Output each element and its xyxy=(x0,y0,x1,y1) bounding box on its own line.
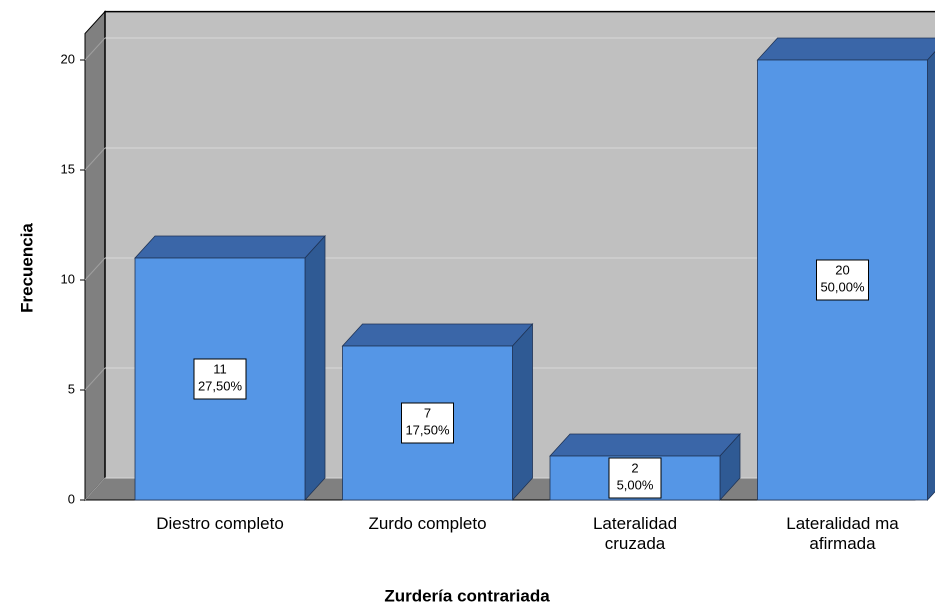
bar-side xyxy=(512,322,533,502)
y-axis-title: Frecuencia xyxy=(17,223,36,313)
label-box xyxy=(816,259,869,301)
bar-top xyxy=(134,235,326,259)
percent-label: 17,50% xyxy=(405,422,450,437)
bar-side xyxy=(927,51,935,502)
label-box xyxy=(608,457,662,499)
grid-line-side xyxy=(84,367,106,391)
x-tick-label: Lateralidad ma afirmada xyxy=(786,514,899,553)
grid-line-side xyxy=(84,147,106,171)
percent-label: 50,00% xyxy=(820,279,865,294)
grid-line-side xyxy=(84,257,106,281)
wall-edge xyxy=(104,10,935,478)
y-tick-label: 15 xyxy=(61,161,75,176)
grid-line-side xyxy=(84,477,106,501)
bar-top xyxy=(549,433,741,457)
y-tick-label: 20 xyxy=(61,51,75,66)
y-tick-label: 0 xyxy=(68,491,75,506)
label-box xyxy=(401,402,454,444)
percent-label: 27,50% xyxy=(198,378,243,393)
y-tick-label: 10 xyxy=(61,271,75,286)
percent-label: 5,00% xyxy=(617,477,654,492)
x-tick-label: Diestro completo xyxy=(156,514,284,533)
y-tick-label: 5 xyxy=(68,381,75,396)
data-label: 7 xyxy=(424,405,431,420)
bar xyxy=(341,322,534,502)
left-wall xyxy=(84,10,106,502)
x-tick-label: Zurdo completo xyxy=(368,514,487,533)
bar-top xyxy=(341,323,534,347)
data-label: 20 xyxy=(835,262,849,277)
x-tick-label: Lateralidad cruzada xyxy=(592,514,678,553)
bar-side xyxy=(304,234,326,502)
label-box xyxy=(193,358,247,400)
grid-line-side xyxy=(84,37,106,61)
bar-top xyxy=(756,37,935,61)
x-axis-title: Zurdería contrariada xyxy=(384,586,550,605)
data-label: 11 xyxy=(213,361,227,376)
data-label: 2 xyxy=(631,460,638,475)
